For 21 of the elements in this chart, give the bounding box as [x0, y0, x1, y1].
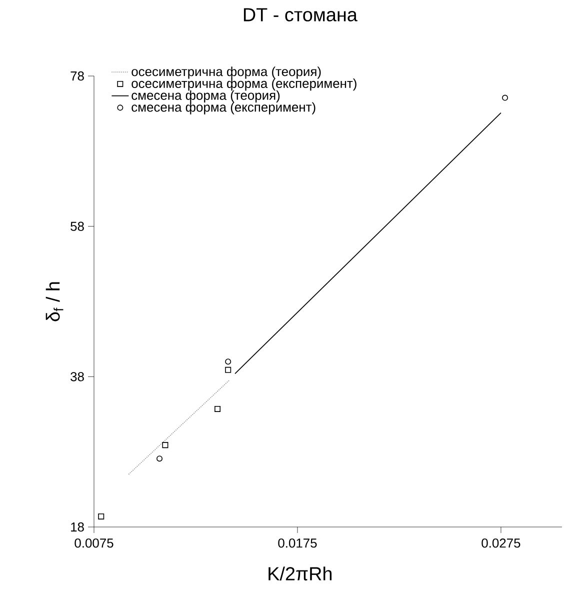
- x-tick-label: 0.0175: [278, 538, 317, 548]
- point: [214, 406, 221, 412]
- legend-label: осесиметрична форма (теория): [132, 66, 321, 79]
- point: [98, 513, 104, 520]
- y-tick-label: 58: [70, 222, 84, 231]
- y-axis-title: δ$_{f}$ / h: [46, 282, 64, 322]
- point: [225, 366, 232, 373]
- legend-label: смесена форма (експеримент): [132, 102, 316, 114]
- y-tick-label: 38: [70, 372, 84, 382]
- point: [162, 442, 168, 448]
- point: [156, 456, 163, 462]
- legend-label: осесиметрична форма (експеримент): [132, 78, 356, 91]
- point: [502, 94, 508, 101]
- chart-title: DT - стомана: [244, 8, 358, 22]
- x-axis-title: K/2πRh: [268, 566, 332, 580]
- x-tick-label: 0.0075: [74, 538, 114, 548]
- x-tick-label: 0.0275: [482, 538, 520, 548]
- y-tick-label: 78: [70, 71, 84, 81]
- point: [225, 358, 232, 365]
- legend-label: смесена форма (теория): [132, 90, 280, 102]
- y-tick-label: 18: [71, 522, 84, 532]
